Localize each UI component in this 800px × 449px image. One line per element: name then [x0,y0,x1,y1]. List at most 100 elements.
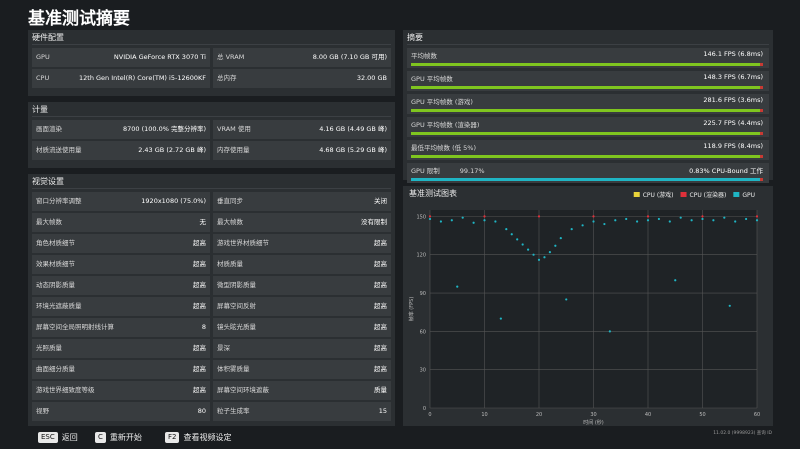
setting-value: 超高 [374,323,387,331]
data-point [537,215,541,218]
setting-label: 屏幕空间环境遮蔽 [217,386,269,394]
setting-cell: 体积雾质量 超高 [213,360,391,379]
data-point [483,215,486,218]
data-point [494,220,497,223]
legend-swatch [680,192,687,197]
legend-swatch [633,192,640,197]
summary-label: GPU 平均帧数 (游戏) [411,98,473,106]
setting-value: 4.68 GB (5.29 GB 峰) [319,146,387,154]
data-point [674,279,677,282]
data-point [581,224,584,227]
setting-value: 8 [201,323,206,331]
setting-cell: 视野 80 [32,402,210,421]
setting-cell: CPU 12th Gen Intel(R) Core(TM) i5-12600KF [32,69,210,88]
gpu-limit-bar [411,178,763,181]
setting-cell: 角色材质细节 超高 [32,234,210,253]
data-point [483,219,486,222]
setting-value: 2.43 GB (2.72 GB 峰) [138,146,206,154]
key-label: 查看视频设定 [183,433,232,442]
data-point [543,256,546,259]
setting-label: 屏幕空间全局照明射线计算 [36,323,114,331]
gpu-limit-value: 99.17% [459,167,485,175]
setting-label: 视野 [36,407,49,415]
setting-label: 内存使用量 [217,146,250,154]
summary-row: 最低平均帧数 (低 5%) 118.9 FPS (8.4ms) [407,140,769,160]
setting-label: 游戏世界材质细节 [217,239,269,247]
metrics-panel: 计量 画面渲染 8700 (100.0% 完整分辨率) VRAM 使用 4.16 GB … [28,102,395,168]
data-point [565,298,568,301]
setting-value: 4.16 GB (4.49 GB 峰) [319,125,387,133]
setting-row: 效果材质细节 超高 材质质量 超高 [32,255,391,274]
setting-label: 最大帧数 [36,218,62,226]
panel-title: 摘要 [407,32,769,45]
data-point [646,219,650,222]
setting-row: 屏幕空间全局照明射线计算 8 镜头眩光质量 超高 [32,318,391,337]
setting-row: 光照质量 超高 景深 超高 [32,339,391,358]
setting-row: GPU NVIDIA GeForce RTX 3070 Ti 总 VRAM 8.00 … [32,48,391,67]
data-point [505,228,508,231]
x-tick-label: 30 [590,412,596,418]
setting-row: 曲面细分质量 超高 体积雾质量 超高 [32,360,391,379]
footer-hint: ESC 返回 [38,432,78,443]
data-point [690,219,693,222]
setting-label: 景深 [217,344,230,352]
setting-label: 总内存 [217,74,237,82]
panel-title: 硬件配置 [32,32,391,45]
data-point [712,219,715,222]
setting-cell: 最大帧数 没有限制 [213,213,391,232]
setting-value: 超高 [193,344,206,352]
key-cap: ESC [38,432,58,443]
summary-value: 281.6 FPS (3.6ms) [703,96,763,104]
setting-value: 无 [199,218,207,226]
setting-row: 最大帧数 无 最大帧数 没有限制 [32,213,391,232]
chart: 基准测试图表 0 30 60 90 120 150 0 10 20 30 40 50 60 时间 (秒) 帧率… [408,188,760,426]
setting-cell: 总内存 32.00 GB [213,69,391,88]
page-title: 基准测试摘要 [28,9,130,29]
setting-cell: 环境光遮蔽质量 超高 [32,297,210,316]
summary-bar [411,132,763,135]
setting-row: 环境光遮蔽质量 超高 屏幕空间反射 超高 [32,297,391,316]
setting-label: 游戏世界细致度等级 [36,386,95,394]
data-point [537,258,541,261]
data-point [548,251,551,254]
data-point [755,219,759,222]
summary-row: 平均帧数 146.1 FPS (6.8ms) [407,48,769,68]
setting-cell: VRAM 使用 4.16 GB (4.49 GB 峰) [213,120,391,139]
setting-label: 角色材质细节 [36,239,75,247]
y-tick-label: 150 [416,214,426,220]
setting-value: 超高 [374,239,387,247]
setting-label: 粒子生成率 [217,407,250,415]
setting-label: 垂直同步 [217,197,243,205]
data-point [450,219,453,222]
setting-row: 画面渲染 8700 (100.0% 完整分辨率) VRAM 使用 4.16 GB (4… [32,120,391,139]
setting-value: 80 [197,407,206,415]
data-point [668,220,671,223]
setting-value: 关闭 [374,197,387,205]
setting-label: GPU [36,53,50,61]
setting-cell: 屏幕空间反射 超高 [213,297,391,316]
setting-value: 超高 [374,302,387,310]
data-point [510,233,513,236]
setting-value: 超高 [374,260,387,268]
summary-row: GPU 平均帧数 (渲染器) 225.7 FPS (4.4ms) [407,117,769,137]
key-cap: F2 [165,432,180,443]
data-point [592,220,595,223]
data-point [657,217,660,221]
x-tick-label: 0 [428,412,431,418]
setting-value: 超高 [193,281,206,289]
summary-value: 225.7 FPS (4.4ms) [703,119,763,127]
setting-cell: 画面渲染 8700 (100.0% 完整分辨率) [32,120,210,139]
setting-value: 超高 [193,260,206,268]
setting-label: 微型阴影质量 [217,281,256,289]
summary-row: GPU 平均帧数 148.3 FPS (6.7ms) [407,71,769,91]
setting-cell: 内存使用量 4.68 GB (5.29 GB 峰) [213,141,391,160]
hardware-panel: 硬件配置 GPU NVIDIA GeForce RTX 3070 Ti 总 VRAM 8… [28,30,395,96]
summary-bar [411,63,763,66]
setting-label: 效果材质细节 [36,260,75,268]
data-point [559,237,562,240]
gpu-limit-label: GPU 限制 [411,167,440,175]
data-point [745,217,748,221]
setting-label: 环境光遮蔽质量 [36,302,82,310]
setting-value: 超高 [193,302,206,310]
